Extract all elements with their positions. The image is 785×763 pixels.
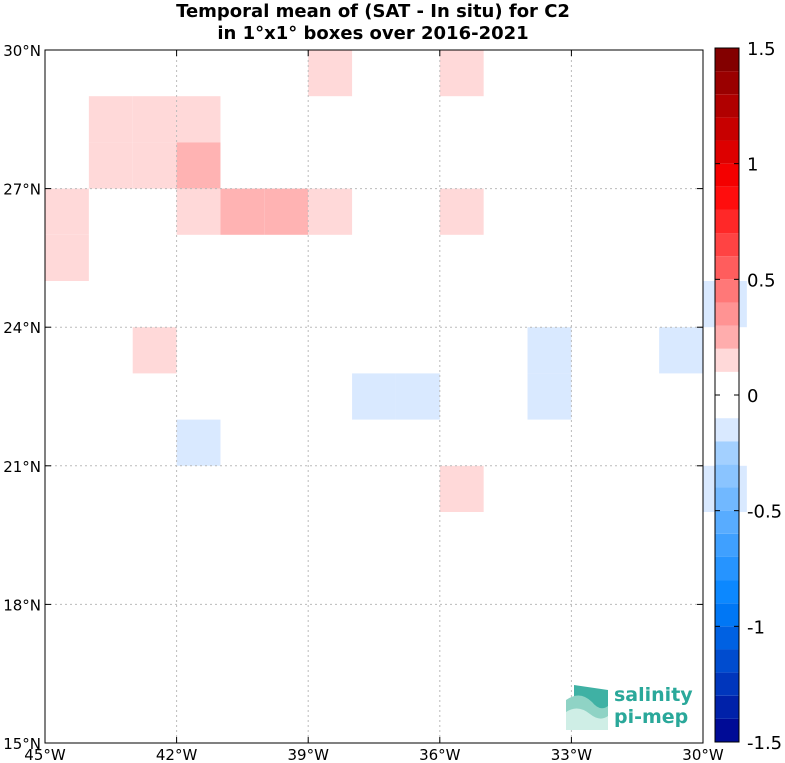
colorbar-segment [715,603,739,627]
heatmap-cell [264,188,309,235]
y-tick-label: 18°N [3,596,41,614]
colorbar-segment [715,418,739,442]
x-tick-label: 36°W [419,746,461,763]
heatmap-cell [132,327,177,374]
logo-emblem-icon [566,685,608,730]
heatmap-cell [527,327,572,374]
y-tick-label: 21°N [3,458,41,476]
colorbar-segment [715,279,739,303]
heatmap-cells [45,50,747,512]
colorbar-segment [715,556,739,581]
colorbar-segment [715,371,739,395]
colorbar-segment [715,256,739,280]
chart-title: Temporal mean of (SAT - In situ) for C2 [176,1,570,22]
colorbar-segment [715,533,739,557]
colorbar-segment [715,510,739,534]
colorbar-segment [715,348,739,372]
heatmap-cell [176,142,221,189]
colorbar-segment [715,718,739,742]
heatmap-cell [88,96,133,143]
colorbar-segment [715,140,739,164]
logo-line2: pi-mep [614,706,688,728]
heatmap-cell [132,142,177,189]
y-tick-label: 30°N [3,42,41,60]
colorbar-tick-label: -0.5 [747,502,782,523]
colorbar-segment [715,695,739,719]
heatmap-cell [308,50,353,97]
x-tick-label: 45°W [24,746,66,763]
heatmap-cell [659,327,703,374]
colorbar-tick-label: -1.5 [747,733,782,754]
heatmap-cell [45,188,89,235]
y-tick-label: 15°N [3,735,41,753]
y-tick-label: 27°N [3,181,41,199]
colorbar-segment [715,71,739,95]
colorbar-segment [715,302,739,326]
colorbar-segment [715,649,739,673]
colorbar-tick-label: -1 [747,617,765,638]
colorbar-segment [715,117,739,141]
plot-frame [44,49,704,744]
heatmap-cell [308,188,353,235]
x-tick-label: 39°W [287,746,329,763]
colorbar-segment [715,48,739,72]
heatmap-cell [220,188,265,235]
salinity-pi-mep-logo: salinity pi-mep [566,684,693,730]
colorbar-tick-label: 1 [747,155,758,176]
axis-ticks: 45°W 42°W 39°W 36°W 33°W 30°W 15°N 18°N 21°N 24°N… [3,42,724,763]
colorbar-segment [715,441,739,465]
colorbar-segment [715,672,739,696]
heatmap-cell [45,234,89,281]
heatmap-cell [395,373,440,420]
heatmap-cell [88,142,133,189]
x-tick-label: 30°W [682,746,724,763]
heatmap-cell [132,96,177,143]
heatmap-cell [176,188,221,235]
heatmap-cell [439,188,484,235]
grid-lines [45,50,703,743]
colorbar-segment [715,487,739,511]
colorbar: 1.5 1 0.5 0 -0.5 -1 -1.5 [714,39,782,754]
colorbar-segment [715,325,739,349]
x-tick-label: 42°W [156,746,198,763]
x-tick-label: 33°W [551,746,593,763]
chart-subtitle: in 1°x1° boxes over 2016-2021 [217,23,528,44]
colorbar-tick-label: 0 [747,386,758,407]
heatmap-cell [439,50,484,97]
colorbar-segment [715,94,739,118]
colorbar-segment [715,580,739,604]
logo-line1: salinity [614,684,693,706]
heatmap-cell [439,465,484,512]
heatmap-cell [527,373,572,420]
heatmap-cell [176,419,221,466]
colorbar-segment [715,233,739,257]
colorbar-segment [715,395,739,419]
colorbar-segment [715,186,739,210]
colorbar-tick-label: 1.5 [747,39,776,60]
colorbar-segment [715,163,739,187]
heatmap-cell [176,96,221,143]
y-tick-label: 24°N [3,319,41,337]
heatmap-cell [352,373,396,420]
colorbar-tick-label: 0.5 [747,270,776,291]
colorbar-segment [715,209,739,234]
colorbar-segment [715,626,739,650]
colorbar-segment [715,464,739,488]
